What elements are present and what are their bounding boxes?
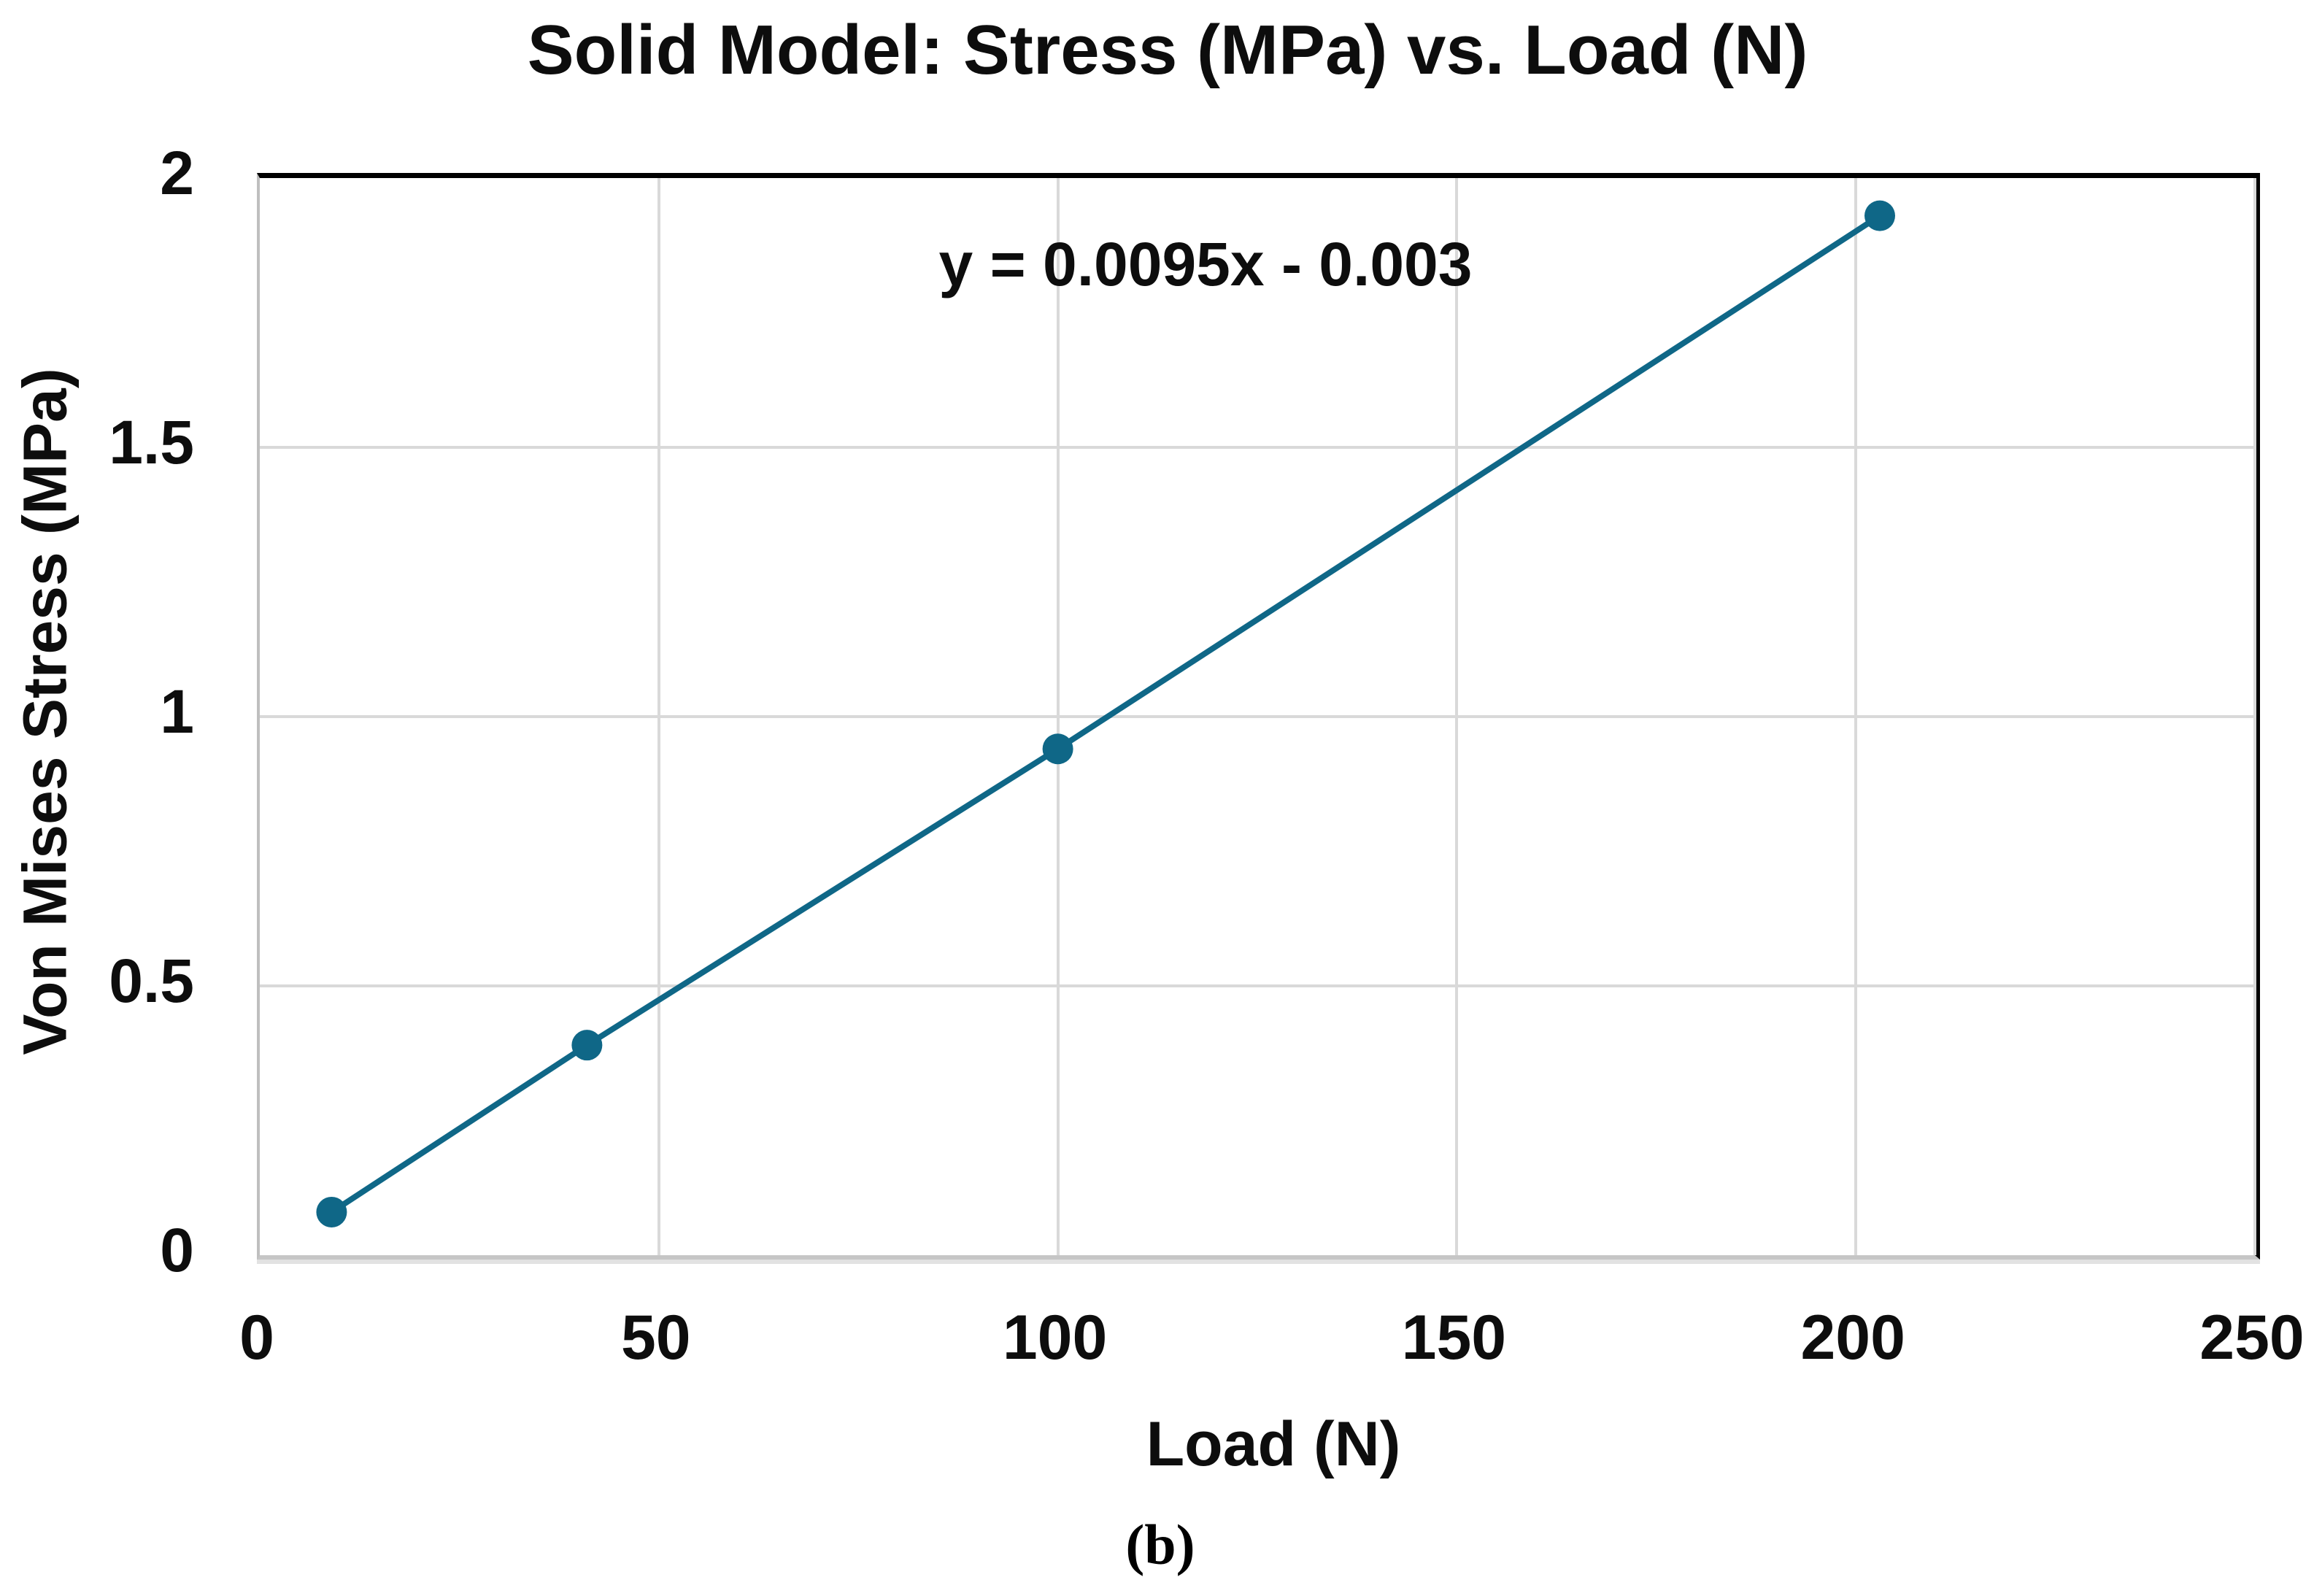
x-tick-label: 100 [1002,1303,1108,1373]
data-point [1864,200,1896,231]
series-markers [316,200,1896,1227]
y-tick-label: 1 [160,677,194,746]
series-line [328,212,1883,1215]
x-tick-label: 150 [1401,1303,1507,1373]
x-tick-label: 50 [620,1303,691,1373]
series-line-layer [316,200,1896,1227]
x-tick-label: 200 [1800,1303,1905,1373]
data-point [571,1030,603,1061]
figure-caption: (b) [1125,1513,1195,1576]
data-point [316,1196,347,1227]
horizontal-gridline [260,715,2255,718]
x-tick-label: 0 [239,1303,274,1373]
plot-area: y = 0.0095x - 0.003 [257,173,2260,1260]
x-tick-label: 250 [2199,1303,2305,1373]
chart-title: Solid Model: Stress (MPa) vs. Load (N) [527,11,1808,89]
horizontal-gridline [260,446,2255,449]
vertical-gridline [2253,178,2256,1255]
horizontal-gridline [260,984,2255,987]
y-tick-label: 0 [160,1216,194,1284]
y-tick-label: 1.5 [109,408,194,477]
x-axis-title: Load (N) [1146,1409,1401,1479]
data-point [1042,733,1073,765]
trendline-equation-label: y = 0.0095x - 0.003 [938,230,1473,298]
y-tick-label: 2 [160,139,194,207]
y-axis-title: Von Mises Stress (MPa) [10,368,80,1055]
y-tick-label: 0.5 [109,947,194,1015]
